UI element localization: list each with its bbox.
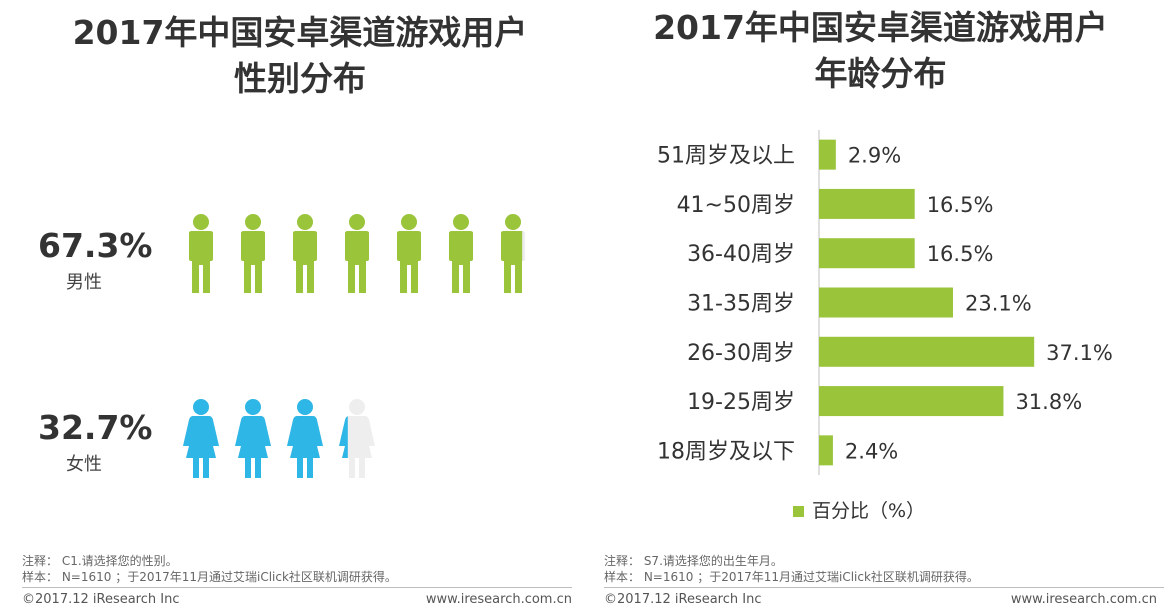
male-person-icon: [241, 214, 265, 293]
female-label: 女性: [66, 454, 102, 475]
female-person-icon: [183, 399, 219, 478]
gender-chart-title: 2017年中国安卓渠道游戏用户 性别分布: [20, 10, 580, 102]
age-chart-title: 2017年中国安卓渠道游戏用户 年龄分布: [590, 5, 1171, 97]
age-bar: [819, 238, 915, 269]
age-category-label: 18周岁及以下: [657, 439, 795, 464]
gender-title-line2: 性别分布: [234, 59, 366, 98]
age-category-label: 51周岁及以上: [657, 144, 795, 169]
age-value-label: 31.8%: [1015, 390, 1082, 414]
legend-swatch: [793, 506, 804, 517]
age-bar: [819, 188, 915, 219]
female-person-icon: [235, 399, 271, 478]
gender-note-line2: 样本： N=1610 ；于2017年11月通过艾瑞iClick社区联机调研获得。: [22, 570, 397, 584]
age-bar-chart: 51周岁及以上 2.9% 41~50周岁 16.5% 36-40周岁 16.5% 31-35…: [657, 130, 1113, 475]
age-note-line2: 样本： N=1610 ；于2017年11月通过艾瑞iClick社区联机调研获得。: [604, 570, 979, 584]
gender-notes: 注释： C1.请选择您的性别。 样本： N=1610 ；于2017年11月通过艾…: [22, 553, 397, 585]
gender-copyright: ©2017.12 iResearch Inc: [22, 592, 180, 607]
age-category-label: 31-35周岁: [687, 292, 795, 317]
male-person-icon: [345, 214, 369, 293]
age-value-label: 23.1%: [965, 292, 1032, 316]
age-value-label: 16.5%: [927, 193, 994, 217]
gender-title-line1: 2017年中国安卓渠道游戏用户: [72, 13, 528, 52]
age-category-label: 41~50周岁: [677, 193, 795, 218]
age-value-label: 16.5%: [927, 242, 994, 266]
male-label: 男性: [66, 272, 102, 293]
age-value-label: 37.1%: [1046, 341, 1113, 365]
male-person-icon: [501, 214, 525, 293]
male-percentage: 67.3%: [38, 226, 153, 265]
female-person-icon: [287, 399, 323, 478]
male-person-icon: [293, 214, 317, 293]
gender-panel: 2017年中国安卓渠道游戏用户 性别分布 67.3% 男性 32.7% 女性 注…: [0, 0, 580, 612]
age-value-label: 2.4%: [845, 439, 898, 463]
male-person-icon: [189, 214, 213, 293]
age-bar: [819, 336, 1035, 367]
age-category-label: 36-40周岁: [687, 242, 795, 267]
female-person-icon: [339, 399, 375, 478]
gender-footer-divider: [22, 587, 572, 588]
gender-website: www.iresearch.com.cn: [425, 592, 572, 607]
age-website: www.iresearch.com.cn: [1010, 592, 1157, 607]
age-bar: [819, 287, 953, 318]
age-footer-divider: [604, 587, 1164, 588]
age-category-label: 26-30周岁: [687, 341, 795, 366]
age-note-line1: 注释： S7.请选择您的出生年月。: [604, 554, 783, 568]
age-value-label: 2.9%: [848, 144, 901, 168]
age-bar: [819, 139, 836, 170]
age-panel: 2017年中国安卓渠道游戏用户 年龄分布 51周岁及以上 2.9% 41~50周岁 1…: [590, 0, 1171, 612]
age-notes: 注释： S7.请选择您的出生年月。 样本： N=1610 ；于2017年11月通…: [604, 553, 979, 585]
age-bar: [819, 435, 833, 466]
gender-note-line1: 注释： C1.请选择您的性别。: [22, 554, 178, 568]
age-title-line2: 年龄分布: [814, 54, 947, 93]
female-percentage: 32.7%: [38, 408, 153, 447]
age-copyright: ©2017.12 iResearch Inc: [604, 592, 762, 607]
age-category-label: 19-25周岁: [687, 390, 795, 415]
age-legend: 百分比（%）: [793, 496, 925, 523]
age-title-line1: 2017年中国安卓渠道游戏用户: [653, 8, 1108, 47]
male-person-icon: [397, 214, 421, 293]
male-person-icon: [449, 214, 473, 293]
legend-label: 百分比（%）: [812, 500, 926, 522]
age-bar: [819, 386, 1004, 417]
